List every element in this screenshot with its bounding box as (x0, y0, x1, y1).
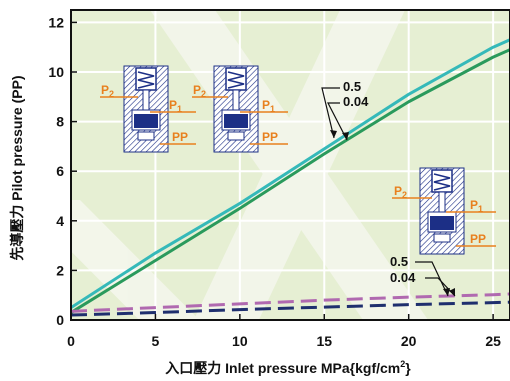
series-line-dashed-0.5 (71, 292, 510, 313)
x-tick-label: 25 (485, 333, 501, 349)
port-label-p1-b: P1 (262, 98, 275, 114)
y-tick-label: 10 (48, 64, 64, 80)
port-label-pp-b: PP (262, 130, 278, 144)
series-line-dashed-0.04 (71, 300, 510, 317)
annot-solid-0.5: 0.5 (343, 79, 361, 94)
y-tick-label: 0 (56, 312, 64, 328)
dashed-curve-annotations: 0.5 0.04 (390, 254, 456, 297)
annot-dashed-0.04: 0.04 (390, 270, 416, 285)
port-label-p2-b: P2 (193, 83, 206, 99)
x-tick-label: 15 (316, 333, 332, 349)
y-tick-labels: 0 2 4 6 8 10 12 (48, 14, 77, 328)
port-label-p2-c: P2 (394, 184, 407, 200)
valve-diagram-2 (213, 65, 259, 153)
y-tick-label: 8 (56, 114, 64, 130)
valve-diagram-1 (123, 65, 169, 153)
x-axis-label: 入口壓力 Inlet pressure MPa{kgf/cm2} (165, 359, 411, 376)
y-tick-label: 12 (48, 14, 64, 30)
x-tick-label: 5 (152, 333, 160, 349)
port-label-p1: P1 (169, 98, 182, 114)
solid-curve-annotations: 0.5 0.04 (321, 79, 369, 141)
port-label-p2: P2 (101, 83, 114, 99)
port-label-pp: PP (172, 130, 188, 144)
y-tick-label: 2 (56, 262, 64, 278)
data-series (71, 38, 510, 317)
port-label-p1-c: P1 (470, 198, 483, 214)
series-line-solid-0.04 (71, 48, 510, 314)
y-tick-label: 4 (56, 213, 64, 229)
x-tick-label: 10 (232, 333, 248, 349)
valve-diagram-3 (419, 167, 465, 255)
x-tick-label: 20 (401, 333, 417, 349)
y-tick-label: 6 (56, 163, 64, 179)
annot-solid-0.04: 0.04 (343, 94, 369, 109)
x-tick-labels: 0 5 10 15 20 25 (67, 314, 501, 349)
port-label-pp-c: PP (470, 232, 486, 246)
series-line-solid-0.5 (71, 38, 510, 309)
valve-port-labels: P2 P1 PP P2 P1 PP P2 P1 PP (100, 83, 496, 247)
plot-frame (70, 9, 510, 321)
y-axis-label: 先導壓力 Pilot pressure (PP) (9, 75, 25, 260)
x-tick-label: 0 (67, 333, 75, 349)
annot-dashed-0.5: 0.5 (390, 254, 408, 269)
